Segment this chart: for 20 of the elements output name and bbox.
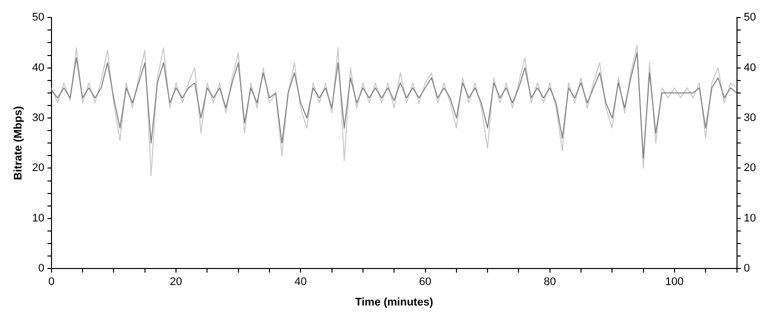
- y-axis-title: Bitrate (Mbps): [12, 106, 25, 180]
- y-tick-label: 20: [32, 162, 44, 174]
- x-tick-label: 20: [170, 276, 182, 288]
- x-tick-label: 80: [544, 276, 556, 288]
- x-tick-label: 60: [419, 276, 432, 288]
- x-tick-label: 40: [294, 276, 307, 288]
- y-tick-label: 10: [32, 212, 44, 224]
- x-tick-label: 100: [665, 276, 684, 288]
- y-tick-label: 0: [38, 262, 44, 275]
- y2-tick-label: 30: [744, 112, 756, 124]
- y-tick-label: 40: [32, 62, 44, 74]
- y-tick-label: 50: [32, 12, 44, 24]
- y2-tick-label: 50: [744, 12, 756, 24]
- y2-tick-label: 10: [744, 212, 756, 224]
- x-tick-label: 0: [48, 276, 54, 288]
- y2-tick-label: 0: [744, 262, 750, 275]
- y2-tick-label: 20: [744, 162, 756, 174]
- y2-tick-label: 40: [744, 62, 756, 74]
- x-axis-title: Time (minutes): [355, 296, 434, 308]
- y-tick-label: 30: [32, 112, 44, 124]
